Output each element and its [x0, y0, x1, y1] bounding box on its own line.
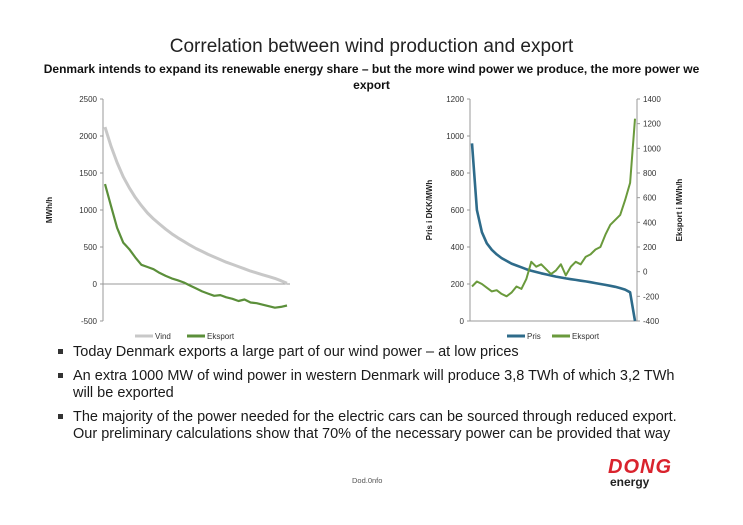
y-tick-label-right: 1400 [643, 95, 661, 104]
y-tick-label-right: 200 [643, 243, 657, 252]
footer-text: Dod.0nfo [352, 476, 383, 485]
bullet-text: The majority of the power needed for the… [73, 409, 677, 442]
bullet-text: An extra 1000 MW of wind power in wester… [73, 368, 675, 401]
logo-word-dong: DONG [608, 456, 672, 478]
y-tick-label-left: 0 [460, 317, 465, 326]
series-line-pris [470, 143, 637, 322]
y-tick-label: 2000 [79, 132, 97, 141]
bullet-item: An extra 1000 MW of wind power in wester… [58, 368, 698, 402]
chart-wind-vs-export: 2500 2000 1500 1000 500 0 -500 MWh/h Vind Eksport [45, 95, 290, 341]
series-line-eksport [103, 183, 288, 309]
y-tick-label: 500 [84, 243, 98, 252]
y-tick-label-left: 800 [451, 169, 465, 178]
series-line-eksport [471, 118, 636, 298]
legend-label: Eksport [572, 332, 600, 341]
legend-label: Eksport [207, 332, 235, 341]
y-tick-label: 2500 [79, 95, 97, 104]
y-tick-label-left: 1000 [446, 132, 464, 141]
y-tick-label-right: 1200 [643, 120, 661, 129]
y-tick-label: -500 [81, 317, 98, 326]
y-axis-label: MWh/h [45, 197, 54, 223]
slide-title: Correlation between wind production and … [169, 36, 574, 57]
y-tick-label-right: 1000 [643, 144, 661, 153]
bullet-item: The majority of the power needed for the… [58, 409, 698, 443]
chart-price-vs-export: 1200 1000 800 600 400 200 0 1400 1200 1000 800 600 4… [425, 95, 684, 341]
y-tick-label-right: 600 [643, 194, 657, 203]
series-line-vind [103, 126, 288, 285]
y-tick-label-right: 0 [643, 268, 648, 277]
bullet-marker [58, 373, 63, 378]
y-tick-label-left: 1200 [446, 95, 464, 104]
y-tick-label-right: -200 [643, 292, 660, 301]
bullet-item: Today Denmark exports a large part of ou… [58, 344, 698, 361]
y-tick-label-right: 400 [643, 218, 657, 227]
y-tick-label: 0 [93, 280, 98, 289]
legend-label: Pris [527, 332, 541, 341]
y-axis-label-left: Pris i DKK/MWh [425, 180, 434, 241]
y-tick-label-right: -400 [643, 317, 660, 326]
logo-word-energy: energy [610, 475, 650, 489]
dong-energy-logo: DONG energy [608, 456, 688, 489]
slide-subtitle: Denmark intends to expand its renewable … [43, 62, 700, 92]
y-tick-label-right: 800 [643, 169, 657, 178]
y-tick-label: 1500 [79, 169, 97, 178]
y-tick-label: 1000 [79, 206, 97, 215]
bullet-marker [58, 414, 63, 419]
y-tick-label-left: 400 [451, 243, 465, 252]
legend-label: Vind [155, 332, 171, 341]
y-tick-label-left: 200 [451, 280, 465, 289]
bullet-marker [58, 349, 63, 354]
y-axis-label-right: Eksport i MWh/h [675, 179, 684, 242]
y-tick-label-left: 600 [451, 206, 465, 215]
bullet-list: Today Denmark exports a large part of ou… [58, 344, 698, 450]
bullet-text: Today Denmark exports a large part of ou… [73, 344, 519, 360]
